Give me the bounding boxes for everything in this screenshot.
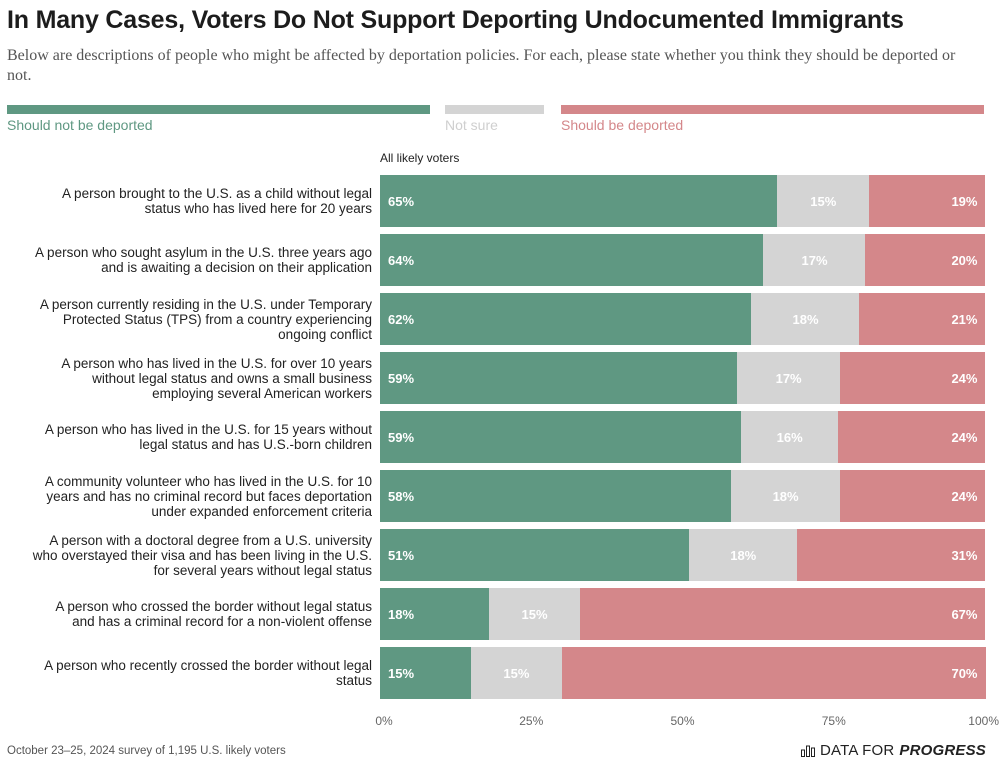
bar-segment-not-deported: 18% bbox=[380, 588, 490, 640]
group-label: All likely voters bbox=[380, 151, 460, 165]
bar-segment-not-sure: 17% bbox=[736, 352, 841, 404]
bar-segment-not-sure: 15% bbox=[488, 588, 581, 640]
category-label: A person who has lived in the U.S. for o… bbox=[61, 355, 372, 401]
bar-chart-icon bbox=[800, 745, 815, 757]
legend-label-2: Should be deported bbox=[561, 117, 684, 133]
chart-subtitle: Below are descriptions of people who mig… bbox=[7, 47, 956, 84]
bar-segment-deported: 19% bbox=[868, 175, 986, 227]
x-tick-label: 0% bbox=[375, 714, 393, 728]
legend-swatch-1 bbox=[445, 105, 544, 114]
x-tick-label: 50% bbox=[670, 714, 695, 728]
bar-segment-deported: 24% bbox=[839, 352, 986, 404]
category-label: A person who sought asylum in the U.S. t… bbox=[35, 245, 372, 275]
bar-segment-not-deported: 51% bbox=[380, 529, 690, 581]
bar-segment-deported: 67% bbox=[579, 588, 986, 640]
x-tick-label: 25% bbox=[519, 714, 544, 728]
bar-segment-not-sure: 18% bbox=[730, 470, 841, 522]
bar-segment-deported: 24% bbox=[838, 411, 986, 463]
footer-source: October 23–25, 2024 survey of 1,195 U.S.… bbox=[7, 745, 286, 757]
bar-segment-deported: 24% bbox=[839, 470, 986, 522]
bar-segment-not-sure: 16% bbox=[740, 411, 839, 463]
category-label: A person who recently crossed the border… bbox=[44, 658, 372, 688]
brand-logo: DATA FOR PROGRESS bbox=[800, 742, 986, 759]
brand-strong: PROGRESS bbox=[899, 742, 986, 759]
legend-swatch-0 bbox=[7, 105, 430, 114]
category-label: A person with a doctoral degree from a U… bbox=[32, 532, 372, 578]
category-label: A person currently residing in the U.S. … bbox=[39, 296, 372, 342]
legend-label-0: Should not be deported bbox=[7, 117, 153, 133]
chart-title: In Many Cases, Voters Do Not Support Dep… bbox=[7, 6, 904, 34]
bar-segment-not-sure: 15% bbox=[470, 647, 562, 699]
bar-segment-deported: 31% bbox=[797, 529, 986, 581]
bar-segment-not-deported: 59% bbox=[380, 352, 738, 404]
category-label: A person brought to the U.S. as a child … bbox=[62, 186, 372, 216]
bar-segment-deported: 70% bbox=[561, 647, 986, 699]
x-tick-label: 75% bbox=[821, 714, 846, 728]
bar-segment-not-deported: 65% bbox=[380, 175, 778, 227]
brand-prefix: DATA FOR bbox=[819, 742, 895, 759]
x-tick-label: 100% bbox=[968, 714, 999, 728]
bar-segment-not-sure: 18% bbox=[688, 529, 798, 581]
bar-segment-deported: 20% bbox=[865, 234, 986, 286]
bar-segment-not-deported: 62% bbox=[380, 293, 752, 345]
bar-segment-not-deported: 59% bbox=[380, 411, 742, 463]
bar-segment-not-deported: 64% bbox=[380, 234, 764, 286]
bar-segment-deported: 21% bbox=[859, 293, 986, 345]
bar-segment-not-sure: 17% bbox=[763, 234, 866, 286]
bar-segment-not-sure: 18% bbox=[751, 293, 860, 345]
category-label: A community volunteer who has lived in t… bbox=[44, 473, 372, 519]
bar-segment-not-deported: 58% bbox=[380, 470, 732, 522]
bar-segment-not-deported: 15% bbox=[380, 647, 472, 699]
legend-swatch-2 bbox=[561, 105, 984, 114]
bar-segment-not-sure: 15% bbox=[777, 175, 870, 227]
category-label: A person who crossed the border without … bbox=[55, 599, 372, 629]
legend-label-1: Not sure bbox=[445, 117, 498, 133]
category-label: A person who has lived in the U.S. for 1… bbox=[44, 422, 372, 452]
